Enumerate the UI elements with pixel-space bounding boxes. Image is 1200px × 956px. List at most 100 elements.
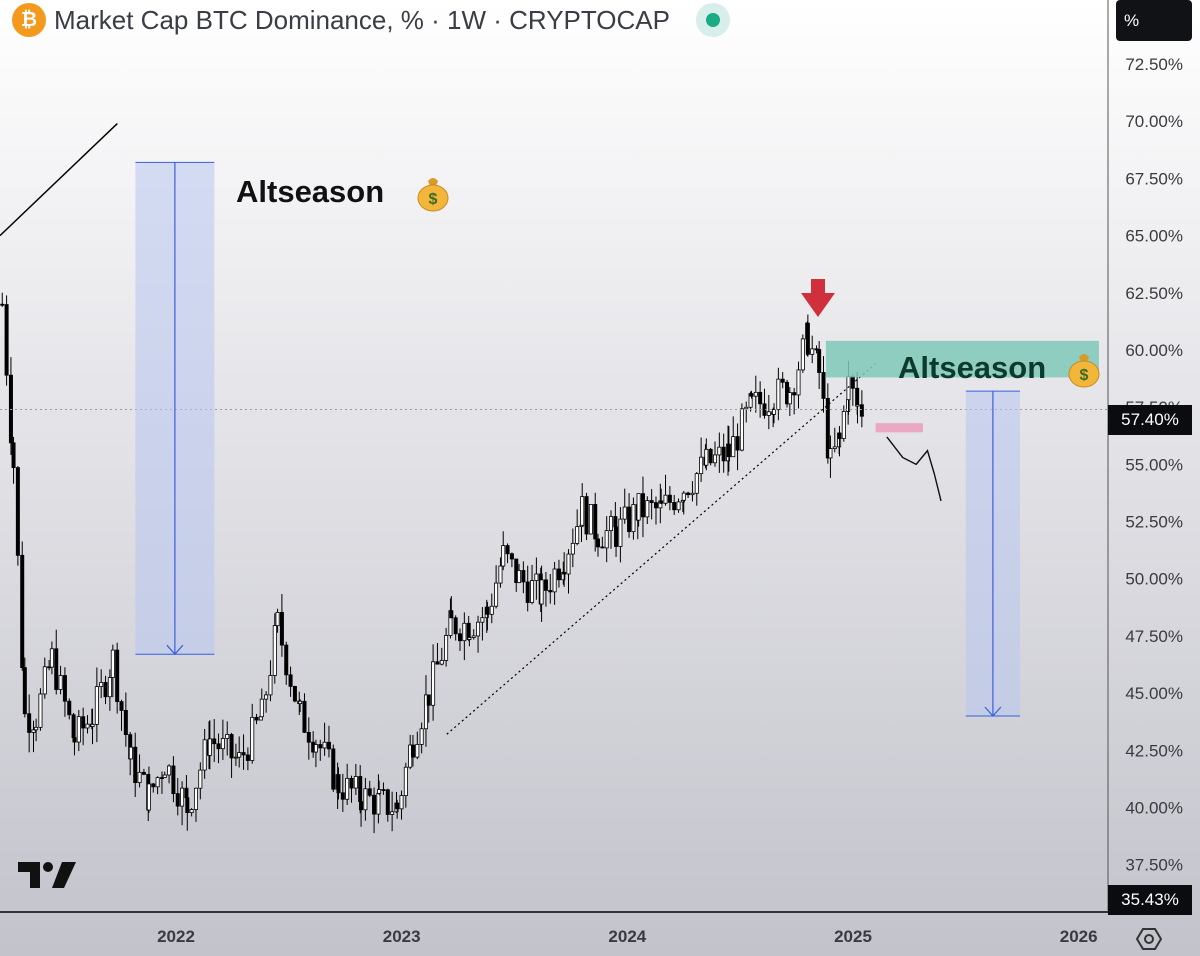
candle xyxy=(575,509,580,546)
candle xyxy=(259,688,264,718)
candle xyxy=(766,394,771,430)
candle xyxy=(94,667,99,743)
candle xyxy=(762,388,767,419)
candle xyxy=(739,403,744,452)
altseason-zone xyxy=(825,340,1099,378)
candle xyxy=(534,557,539,600)
candle xyxy=(649,489,654,520)
candle xyxy=(403,762,408,808)
candle xyxy=(659,488,664,505)
market-status-indicator-icon[interactable] xyxy=(695,3,730,37)
candle xyxy=(467,634,472,647)
candle xyxy=(180,781,185,826)
candlestick-series xyxy=(0,292,864,834)
candle xyxy=(103,675,108,705)
candle xyxy=(423,675,428,747)
y-tick-label: 50.00% xyxy=(1125,570,1183,589)
candle xyxy=(645,496,650,524)
candle xyxy=(509,552,514,568)
candle xyxy=(501,531,506,571)
altseason-label-right: Altseason xyxy=(898,350,1046,385)
candle xyxy=(780,371,785,389)
candle xyxy=(721,433,726,473)
candle xyxy=(367,780,372,798)
svg-text:$: $ xyxy=(429,191,438,208)
support-zone xyxy=(875,423,923,433)
candle xyxy=(155,776,160,795)
y-tick-label: 60.00% xyxy=(1125,341,1183,360)
candle xyxy=(81,707,86,746)
candle xyxy=(676,498,681,513)
candle xyxy=(805,314,810,357)
candle xyxy=(216,733,221,764)
candle xyxy=(115,642,120,714)
old-trendline xyxy=(0,122,118,237)
candle xyxy=(627,493,632,538)
candle xyxy=(8,357,13,455)
candle xyxy=(275,608,280,633)
candle xyxy=(167,764,172,784)
candle xyxy=(505,543,510,564)
candle xyxy=(62,667,67,717)
symbol-title[interactable]: Market Cap BTC Dominance, % · 1W · CRYPT… xyxy=(54,4,670,35)
candle xyxy=(855,400,860,424)
candle xyxy=(363,777,368,821)
candle xyxy=(850,373,855,406)
candle xyxy=(426,694,431,723)
candle xyxy=(828,435,833,478)
candle xyxy=(439,647,444,666)
candle xyxy=(90,708,95,745)
y-tick-label: 47.50% xyxy=(1125,627,1183,646)
candle xyxy=(141,768,146,776)
candle xyxy=(27,694,32,753)
candle xyxy=(800,334,805,373)
candle xyxy=(151,782,156,793)
candle xyxy=(292,685,297,703)
candle xyxy=(146,766,151,814)
candle xyxy=(353,763,358,795)
candle xyxy=(458,628,463,651)
candle xyxy=(359,793,364,827)
x-tick-label: 2026 xyxy=(1060,927,1098,946)
candle xyxy=(539,565,544,622)
candle xyxy=(672,495,677,515)
candle xyxy=(667,486,672,511)
candle xyxy=(588,504,593,535)
chart-header: ₿ Market Cap BTC Dominance, % · 1W · CRY… xyxy=(12,2,730,38)
projected-path xyxy=(886,436,942,502)
y-tick-label: 72.50% xyxy=(1125,55,1183,74)
candle xyxy=(20,541,25,671)
candle xyxy=(133,732,138,797)
candle xyxy=(772,403,777,424)
candle xyxy=(107,669,112,711)
candle xyxy=(395,799,400,819)
candle xyxy=(72,723,77,756)
candle xyxy=(593,492,598,552)
x-tick-label: 2023 xyxy=(383,927,421,946)
candle xyxy=(128,741,133,760)
candle xyxy=(744,401,749,423)
candle xyxy=(119,699,124,731)
candle xyxy=(525,565,530,612)
candle xyxy=(552,561,557,605)
candle xyxy=(825,383,830,464)
candle xyxy=(435,642,440,665)
candle xyxy=(517,563,522,584)
candle xyxy=(859,390,864,428)
candle xyxy=(254,713,259,725)
candle xyxy=(584,492,589,541)
dotted-uptrend-line xyxy=(446,363,876,735)
candle xyxy=(4,295,9,386)
candle xyxy=(345,763,350,805)
candle xyxy=(390,791,395,832)
candle xyxy=(753,375,758,413)
candle xyxy=(67,698,72,720)
axis-unit-button[interactable]: % xyxy=(1116,0,1192,41)
candle xyxy=(476,615,481,653)
candle xyxy=(596,533,601,557)
candle xyxy=(431,644,436,721)
candle xyxy=(817,341,822,389)
chart-settings-icon[interactable] xyxy=(1134,924,1164,954)
candle xyxy=(123,692,128,747)
